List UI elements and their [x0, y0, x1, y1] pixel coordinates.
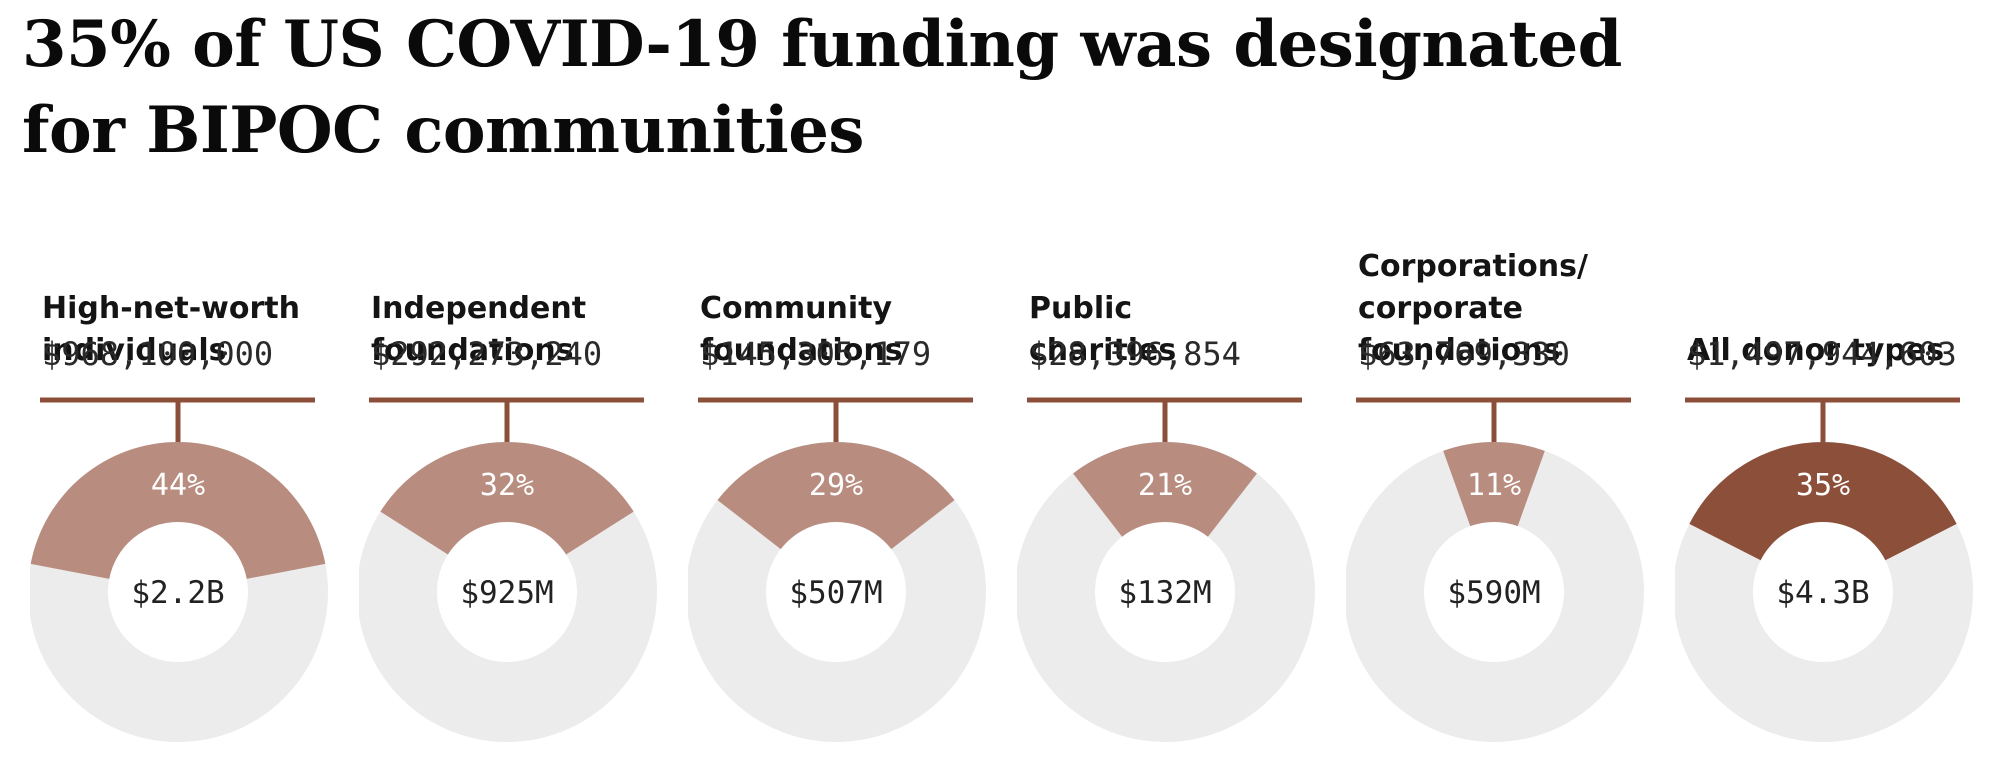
- donut-panel: Corporations/ corporate foundations $63,7…: [1346, 0, 1656, 760]
- donut-chart: 11% $590M: [1346, 397, 1644, 742]
- donut-chart: 35% $4.3B: [1675, 397, 1973, 742]
- bipoc-share-slice: [1073, 442, 1257, 537]
- total-funding-label: $925M: [460, 575, 553, 611]
- donor-type-label: Community foundations: [700, 291, 903, 368]
- total-funding-label: $590M: [1447, 575, 1540, 611]
- bipoc-share-label: 35%: [1796, 468, 1850, 503]
- bipoc-share-slice: [717, 442, 955, 550]
- designated-amount: $28,396,854: [1029, 335, 1241, 373]
- bipoc-share-label: 29%: [809, 468, 863, 503]
- designated-amount: $63,769,330: [1358, 335, 1570, 373]
- donut-panel: High-net-worth individuals $968,100,000 44…: [30, 0, 340, 760]
- total-funding-label: $132M: [1118, 575, 1211, 611]
- donut-chart: 44% $2.2B: [30, 397, 328, 742]
- donor-type-label: Independent foundations: [371, 291, 587, 368]
- donor-type-label: High-net-worth individuals: [42, 291, 300, 368]
- donor-type-label: Public charities: [1029, 291, 1177, 368]
- donor-type-label: Corporations/ corporate foundations: [1358, 249, 1588, 368]
- donut-panel: All donor types $1,497,944,603 35% $4.3B: [1675, 0, 1985, 760]
- bipoc-share-label: 11%: [1467, 468, 1521, 503]
- donut-chart: 29% $507M: [688, 397, 986, 742]
- bipoc-share-slice: [30, 442, 326, 579]
- designated-amount: $1,497,944,603: [1687, 335, 1957, 373]
- donut-panel: Public charities $28,396,854 21% $132M: [1017, 0, 1327, 760]
- designated-amount: $145,305,179: [700, 335, 932, 373]
- bipoc-share-slice: [1443, 442, 1545, 527]
- chart-title-line-1: 35% of US COVID-19 funding was designate…: [22, 7, 1622, 82]
- total-funding-label: $507M: [789, 575, 882, 611]
- chart-title-line-2: for BIPOC communities: [22, 93, 864, 168]
- bipoc-share-slice: [1689, 442, 1957, 561]
- chart-title: 35% of US COVID-19 funding was designate…: [22, 2, 1622, 174]
- donut-panel: Community foundations $145,305,179 29% $507…: [688, 0, 998, 760]
- designated-amount: $292,273,240: [371, 335, 603, 373]
- bipoc-share-slice: [380, 441, 634, 555]
- donut-chart: 21% $132M: [1017, 397, 1315, 742]
- bipoc-share-label: 21%: [1138, 468, 1192, 503]
- donut-panel: Independent foundations $292,273,240 32% $9…: [359, 0, 669, 760]
- total-funding-label: $2.2B: [131, 575, 224, 611]
- total-funding-label: $4.3B: [1776, 575, 1869, 611]
- donor-type-label: All donor types: [1687, 333, 1945, 368]
- donut-chart: 32% $925M: [359, 397, 657, 742]
- designated-amount: $968,100,000: [42, 335, 274, 373]
- bipoc-share-label: 44%: [151, 468, 205, 503]
- bipoc-share-label: 32%: [480, 468, 534, 503]
